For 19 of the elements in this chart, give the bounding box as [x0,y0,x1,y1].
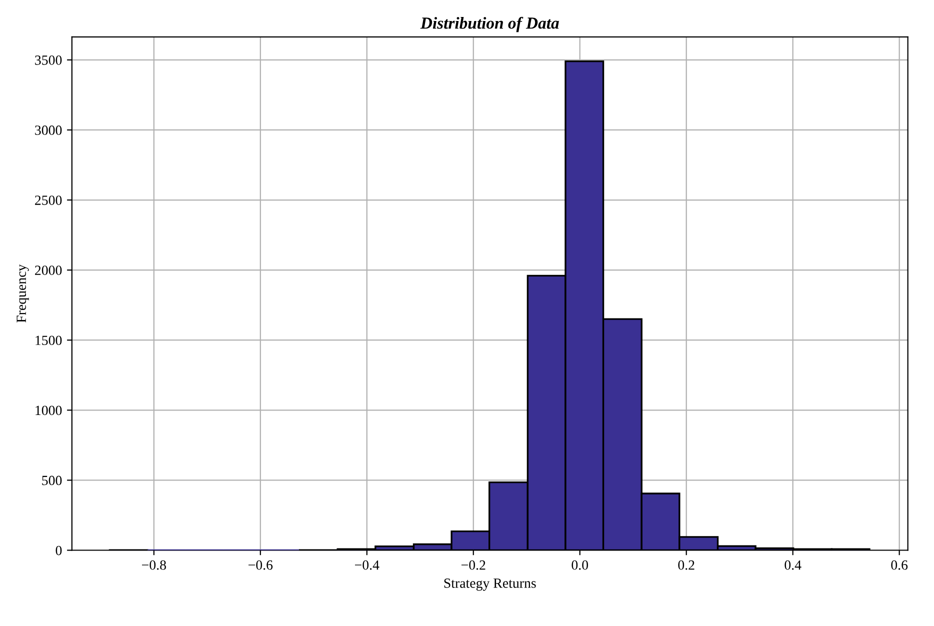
x-tick-label: −0.6 [248,560,273,570]
y-tick-label: 1500 [36,336,62,346]
y-axis-title: Frequency [16,264,29,323]
x-axis-title: Strategy Returns [444,578,536,591]
y-tick-label: 3500 [35,55,62,65]
x-tick-label: 0.2 [678,560,694,570]
x-tick-label: −0.4 [354,560,380,570]
y-tick-label: 3000 [35,126,62,135]
y-tick-label: 500 [42,476,62,486]
y-tick-label: 2500 [35,196,62,205]
x-tick-label: 0.0 [572,560,588,570]
x-tick-label: −0.2 [461,560,486,570]
y-tick-label: 0 [56,546,62,556]
x-tick-label: −0.8 [142,560,166,570]
x-tick-label: 0.4 [784,560,802,570]
y-tick-label: 2000 [35,266,62,276]
x-tick-label: 0.6 [891,560,908,570]
chart-title: Distribution of Data [420,16,559,32]
y-tick-label: 1000 [36,406,62,416]
